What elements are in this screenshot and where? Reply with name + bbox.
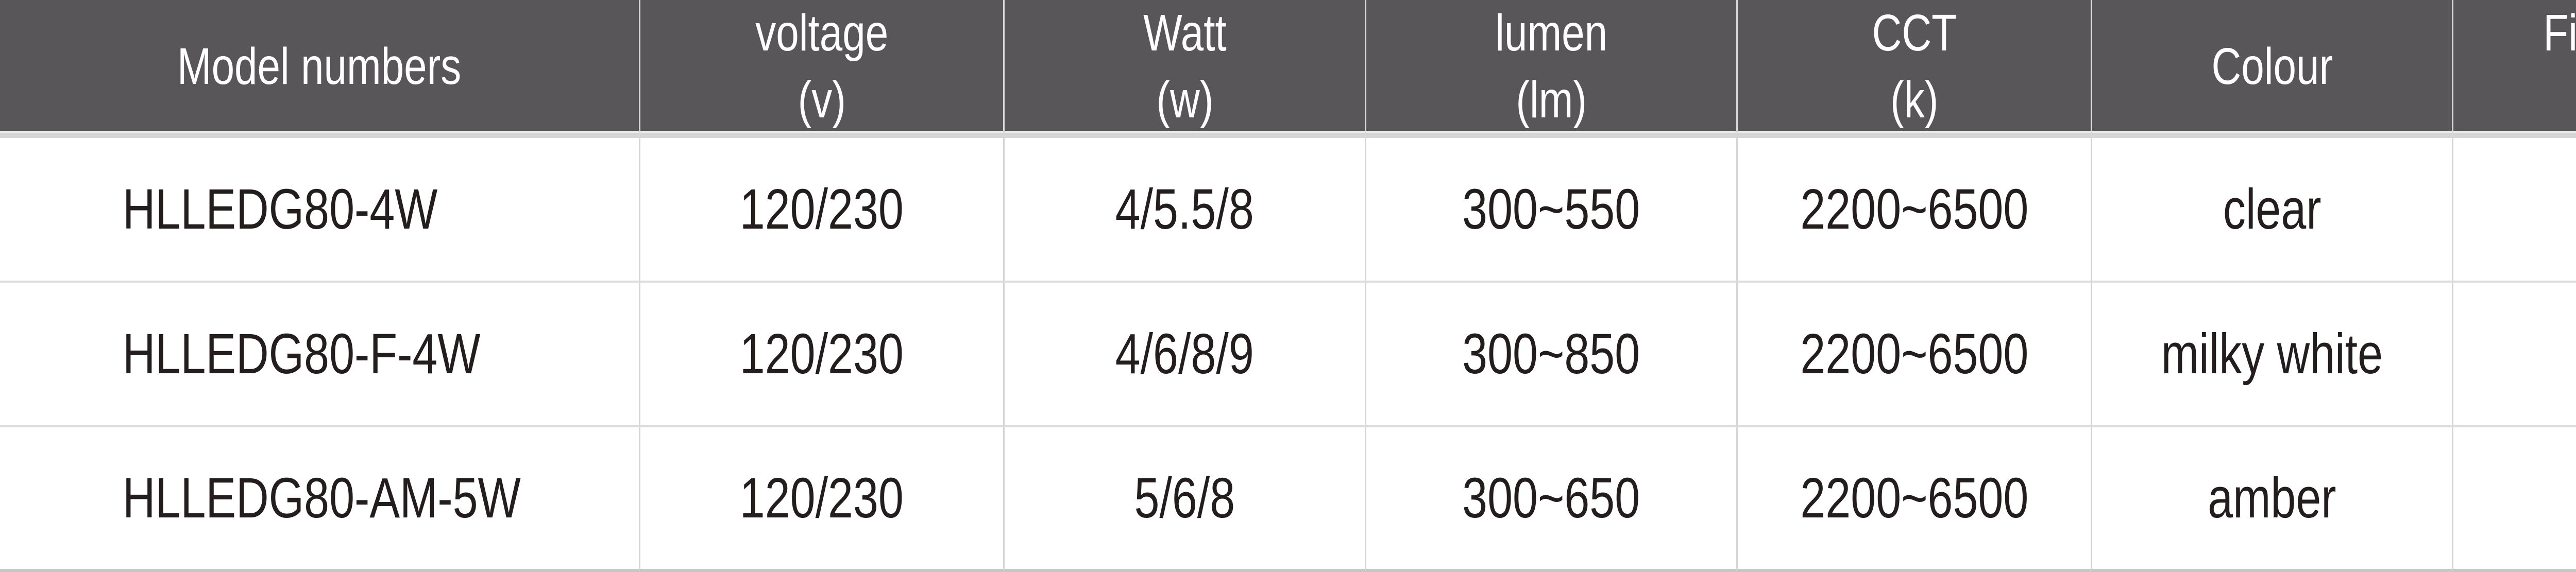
header-label: Filaments — [2543, 4, 2576, 62]
watt-value: 4/6/8/9 — [1115, 322, 1255, 386]
cell-voltage: 120/230 — [639, 283, 1003, 427]
cell-model: HLLEDG80-4W — [0, 138, 639, 283]
header-label-line2: (k) — [1890, 71, 1939, 129]
cell-lumen: 300~850 — [1365, 283, 1736, 427]
cell-lumen: 300~650 — [1365, 427, 1736, 572]
cell-cct: 2200~6500 — [1736, 138, 2091, 283]
cct-value: 2200~6500 — [1800, 178, 2028, 241]
cell-cct: 2200~6500 — [1736, 283, 2091, 427]
cell-filaments-count: 4 — [2452, 138, 2576, 283]
cell-voltage: 120/230 — [639, 427, 1003, 572]
lumen-value: 300~850 — [1462, 322, 1640, 386]
watt-value: 4/5.5/8 — [1115, 178, 1255, 241]
header-cell-model: Model numbers — [0, 0, 639, 138]
cell-filaments-count: 4 — [2452, 427, 2576, 572]
header-label: lumen — [1495, 4, 1607, 62]
header-label-line2: (w) — [1156, 71, 1214, 129]
voltage-value: 120/230 — [739, 178, 904, 241]
header-cell-watt: Watt (w) — [1003, 0, 1365, 138]
model-number: HLLEDG80-4W — [123, 178, 438, 241]
colour-value: clear — [2223, 178, 2321, 241]
header-label: voltage — [755, 4, 888, 62]
cell-watt: 4/5.5/8 — [1003, 138, 1365, 283]
table-row: HLLEDG80-AM-5W 120/230 5/6/8 300~650 220… — [0, 427, 2576, 572]
cell-cct: 2200~6500 — [1736, 427, 2091, 572]
model-number: HLLEDG80-AM-5W — [123, 466, 521, 530]
voltage-value: 120/230 — [739, 466, 904, 530]
voltage-value: 120/230 — [739, 322, 904, 386]
model-number: HLLEDG80-F-4W — [123, 322, 481, 386]
cell-voltage: 120/230 — [639, 138, 1003, 283]
cell-watt: 4/6/8/9 — [1003, 283, 1365, 427]
header-label-line2: (v) — [798, 71, 846, 129]
header-label: CCT — [1872, 4, 1957, 62]
cell-model: HLLEDG80-AM-5W — [0, 427, 639, 572]
watt-value: 5/6/8 — [1134, 466, 1235, 530]
cell-filaments-count: 4 — [2452, 283, 2576, 427]
cell-watt: 5/6/8 — [1003, 427, 1365, 572]
lumen-value: 300~550 — [1462, 178, 1640, 241]
table-header-row: Model numbers voltage (v) Watt (w) lumen… — [0, 0, 2576, 138]
header-cell-colour: Colour — [2091, 0, 2452, 138]
cell-lumen: 300~550 — [1365, 138, 1736, 283]
cell-colour: amber — [2091, 427, 2452, 572]
cell-colour: clear — [2091, 138, 2452, 283]
cct-value: 2200~6500 — [1800, 466, 2028, 530]
table-row: HLLEDG80-4W 120/230 4/5.5/8 300~550 2200… — [0, 138, 2576, 283]
cct-value: 2200~6500 — [1800, 322, 2028, 386]
colour-value: milky white — [2161, 322, 2383, 386]
lumen-value: 300~650 — [1462, 466, 1640, 530]
header-label-line2: (lm) — [1516, 71, 1587, 129]
cell-colour: milky white — [2091, 283, 2452, 427]
table-row: HLLEDG80-F-4W 120/230 4/6/8/9 300~850 22… — [0, 283, 2576, 427]
colour-value: amber — [2208, 466, 2336, 530]
header-label: Colour — [2211, 38, 2333, 95]
header-cell-cct: CCT (k) — [1736, 0, 2091, 138]
header-cell-lumen: lumen (lm) — [1365, 0, 1736, 138]
header-label: Model numbers — [177, 38, 462, 95]
header-label-line2: Count — [2544, 66, 2576, 133]
header-cell-filaments-count: Filaments Count — [2452, 0, 2576, 138]
header-label: Watt — [1143, 4, 1227, 62]
cell-model: HLLEDG80-F-4W — [0, 283, 639, 427]
header-cell-voltage: voltage (v) — [639, 0, 1003, 138]
